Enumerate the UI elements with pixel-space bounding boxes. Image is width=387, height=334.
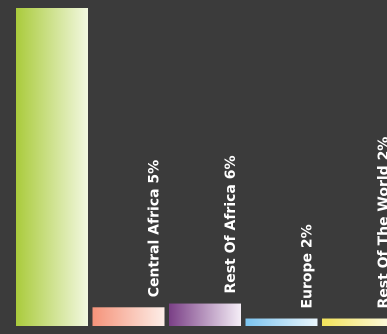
bar-east-africa [16,8,88,326]
bar-central-africa [92,307,165,326]
bar-labels-group: East Africa 85%Central Africa 5%Rest Of … [147,137,387,309]
bar-label-rest-of-africa: Rest Of Africa 6% [223,155,239,293]
bar-label-rest-of-the-world: Rest Of The World 2% [376,137,387,309]
bar-label-central-africa: Central Africa 5% [147,160,163,297]
bar-label-europe: Europe 2% [300,224,316,308]
bar-rest-of-the-world [322,318,387,326]
bar-rest-of-africa [169,303,241,326]
bar-europe [245,318,318,326]
bars-group [16,8,387,326]
